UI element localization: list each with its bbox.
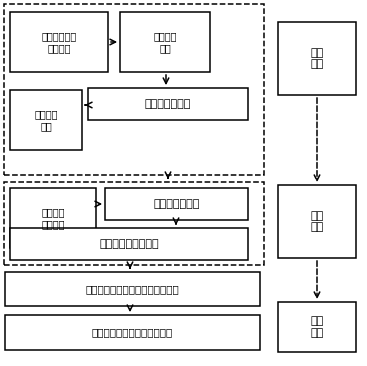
Text: 试验数据
处理: 试验数据 处理 — [153, 31, 177, 53]
FancyBboxPatch shape — [278, 185, 356, 258]
Text: 仿射子模型参数辨识: 仿射子模型参数辨识 — [99, 239, 159, 249]
Text: 分段仿射辨识模型的精度分析: 分段仿射辨识模型的精度分析 — [92, 328, 173, 337]
FancyBboxPatch shape — [88, 88, 248, 120]
Text: 三维曲面图绘制: 三维曲面图绘制 — [145, 99, 191, 109]
FancyBboxPatch shape — [278, 302, 356, 352]
Text: 子模型阶数确定: 子模型阶数确定 — [153, 199, 200, 209]
FancyBboxPatch shape — [5, 272, 260, 306]
Text: 轮胎纵滑力学
特性试验: 轮胎纵滑力学 特性试验 — [41, 31, 77, 53]
Text: 模型
辨识: 模型 辨识 — [310, 211, 324, 232]
Text: 模型输出结果与试验数据进行对比: 模型输出结果与试验数据进行对比 — [86, 284, 179, 294]
Text: 轮胎
试验: 轮胎 试验 — [310, 48, 324, 69]
Text: 作用区域
边界划分: 作用区域 边界划分 — [41, 207, 65, 229]
FancyBboxPatch shape — [105, 188, 248, 220]
Text: 精度
验证: 精度 验证 — [310, 316, 324, 338]
FancyBboxPatch shape — [5, 315, 260, 350]
FancyBboxPatch shape — [278, 22, 356, 95]
FancyBboxPatch shape — [10, 228, 248, 260]
FancyBboxPatch shape — [10, 90, 82, 150]
FancyBboxPatch shape — [120, 12, 210, 72]
FancyBboxPatch shape — [10, 188, 96, 248]
Text: 模型结构
确定: 模型结构 确定 — [34, 109, 58, 131]
FancyBboxPatch shape — [10, 12, 108, 72]
